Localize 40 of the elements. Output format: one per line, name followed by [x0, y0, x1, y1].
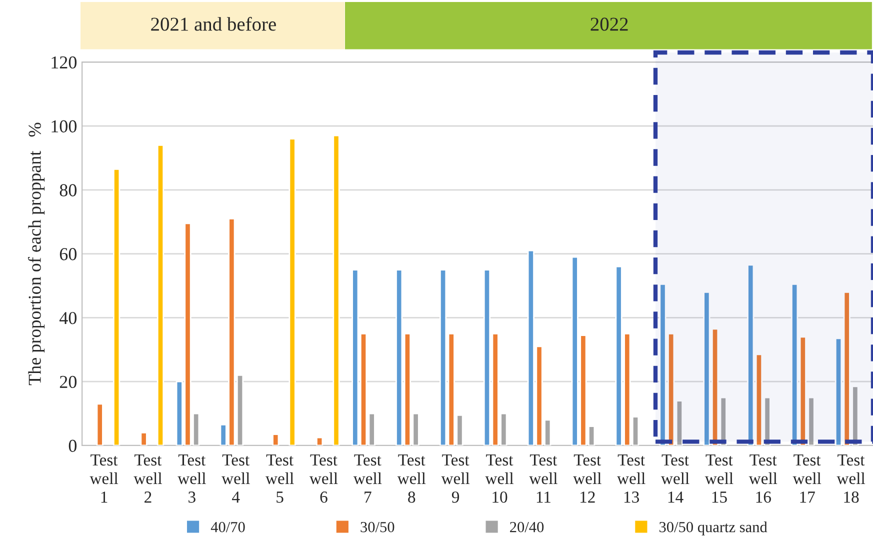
x-tick-label: Test well 4 [222, 454, 250, 503]
bar [113, 168, 120, 446]
y-tick-label: 80 [60, 184, 77, 196]
x-tick-label: Test well 3 [178, 454, 206, 503]
legend-label: 30/50 quartz sand [659, 521, 768, 536]
bar [316, 436, 324, 446]
x-tick-label: Test well 10 [485, 454, 514, 503]
x-tick-label: Test well 1 [90, 454, 118, 503]
bar [156, 144, 164, 446]
x-tick-label: Test well 14 [660, 454, 690, 503]
x-tick-label: Test well 11 [529, 454, 558, 503]
bar [272, 434, 280, 446]
y-tick-label: 60 [60, 248, 77, 260]
bar [288, 138, 296, 446]
x-tick-label: Test well 9 [441, 454, 470, 503]
x-tick-label: Test well 15 [704, 454, 734, 503]
x-tick-label: Test well 6 [309, 454, 338, 503]
legend-label: 40/70 [210, 522, 245, 532]
x-tick-label: Test well 5 [265, 454, 294, 503]
bar [140, 432, 148, 446]
text: 2022 [590, 18, 628, 31]
x-tick-label: Test well 13 [616, 454, 646, 503]
x-tick-label: Test well 17 [792, 454, 822, 503]
bar [96, 403, 104, 446]
y-tick-label: 0 [68, 440, 77, 452]
x-tick-label: Test well 12 [573, 454, 602, 503]
y-tick-label: 40 [60, 312, 77, 324]
legend-label: 30/50 [360, 522, 394, 532]
x-tick-label: Test well 18 [836, 454, 866, 503]
x-tick-label: Test well 8 [397, 454, 426, 503]
y-tick-label: 120 [52, 56, 77, 69]
x-tick-label: Test well 7 [353, 454, 382, 503]
bar [332, 134, 340, 446]
x-tick-label: Test well 16 [748, 454, 778, 503]
y-axis-title: The proportion of each proppant % [28, 122, 45, 386]
y-tick-label: 20 [60, 376, 77, 388]
text: 2021 and before [151, 16, 276, 31]
y-tick-label: 100 [52, 120, 77, 132]
legend-label: 20/40 [510, 522, 544, 532]
x-tick-label: Test well 2 [134, 454, 162, 503]
